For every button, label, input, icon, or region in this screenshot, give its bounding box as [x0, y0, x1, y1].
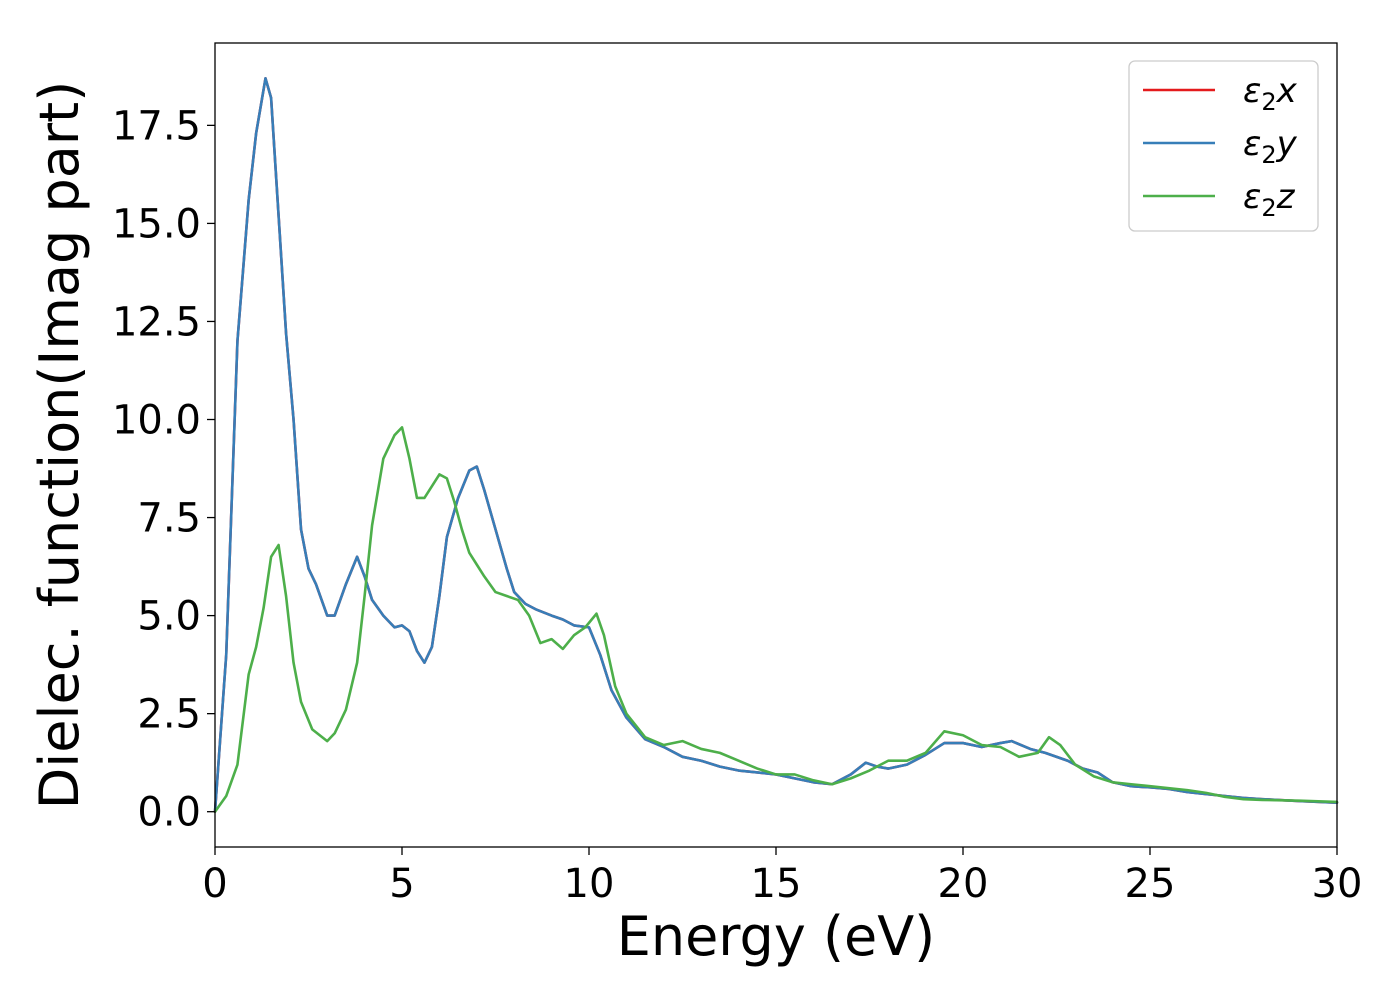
- y-tick-label: 0.0: [137, 790, 201, 836]
- x-tick-label: 30: [1312, 861, 1363, 907]
- y-tick-label: 17.5: [112, 103, 201, 149]
- y-axis: 0.0 2.5 5.0 7.5 10.0 12.5 15.0 17.5: [112, 103, 215, 836]
- y-tick-label: 7.5: [137, 496, 201, 542]
- series-line-z: [213, 426, 1339, 813]
- x-tick-label: 10: [564, 861, 615, 907]
- legend: ε2x ε2y ε2z: [1128, 60, 1319, 232]
- y-tick-label: 10.0: [112, 398, 201, 444]
- x-axis: 0 5 10 15 20 25 30: [202, 847, 1362, 907]
- y-tick-label: 15.0: [112, 201, 201, 247]
- y-tick-label: 5.0: [137, 594, 201, 640]
- x-tick-label: 5: [389, 861, 414, 907]
- x-tick-label: 25: [1125, 861, 1176, 907]
- legend-items: ε2x ε2y ε2z: [1143, 71, 1298, 222]
- x-tick-label: 20: [938, 861, 989, 907]
- x-axis-title: Energy (eV): [617, 905, 936, 968]
- y-tick-label: 12.5: [112, 299, 201, 345]
- x-tick-label: 15: [751, 861, 802, 907]
- legend-box: [1128, 60, 1319, 232]
- legend-label-x: ε2x: [1243, 71, 1298, 116]
- y-tick-label: 2.5: [137, 692, 201, 738]
- x-tick-label: 0: [202, 861, 227, 907]
- legend-label-y: ε2y: [1243, 124, 1298, 169]
- series-line-y: [213, 77, 1339, 813]
- series-layer: [213, 77, 1339, 813]
- legend-label-z: ε2z: [1243, 177, 1296, 222]
- y-axis-title: Dielec. function(Imag part): [28, 81, 91, 810]
